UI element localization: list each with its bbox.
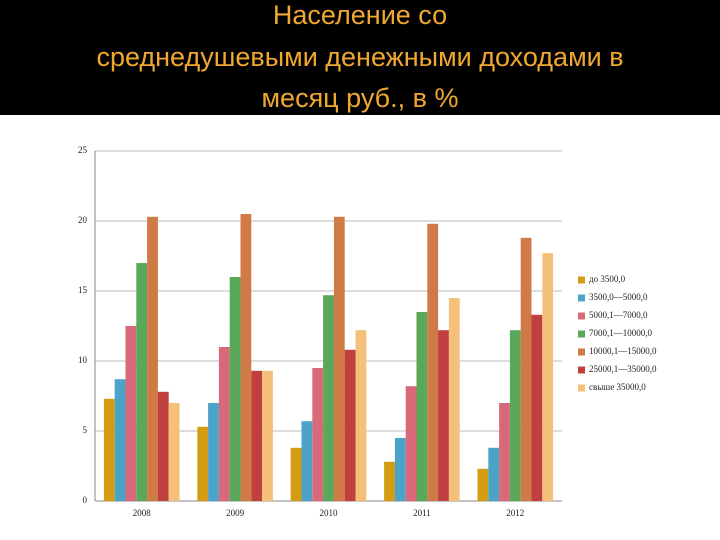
legend-swatch (578, 294, 585, 302)
bar (499, 403, 510, 501)
bar (168, 403, 180, 501)
bar (355, 330, 367, 501)
legend-label: 3500,0—5000,0 (589, 292, 648, 302)
bar (229, 277, 241, 501)
bar (438, 330, 449, 501)
legend-label: 7000,1—10000,0 (589, 328, 653, 338)
y-tick-label: 10 (78, 355, 88, 365)
chart-title: среднедушевыми денежными доходами в (96, 42, 623, 72)
legend-swatch (578, 384, 585, 392)
legend-label: свыше 35000,0 (589, 382, 646, 392)
legend-label: 5000,1—7000,0 (589, 310, 648, 320)
legend-swatch (578, 348, 585, 356)
title-band (0, 0, 720, 115)
bar (488, 447, 500, 501)
bar (509, 330, 521, 501)
bar (384, 461, 395, 501)
y-tick-label: 25 (78, 145, 88, 155)
legend-label: 25000,1—35000,0 (589, 364, 657, 374)
x-tick-label: 2008 (133, 508, 152, 518)
bar (114, 379, 126, 501)
x-tick-label: 2010 (320, 508, 339, 518)
bar (416, 312, 428, 501)
legend-swatch (578, 312, 585, 320)
x-tick-label: 2009 (226, 508, 245, 518)
x-tick-label: 2012 (506, 508, 524, 518)
legend-swatch (578, 276, 585, 284)
bar (301, 421, 313, 501)
bar (520, 237, 532, 502)
bar (290, 447, 302, 501)
y-tick-label: 0 (83, 495, 88, 505)
bar (157, 391, 169, 501)
bar (333, 216, 345, 502)
bar (394, 438, 406, 501)
legend-swatch (578, 366, 585, 374)
bar (312, 368, 324, 501)
bar (197, 426, 209, 501)
x-tick-label: 2011 (413, 508, 431, 518)
bar (448, 298, 460, 501)
y-tick-label: 20 (78, 215, 88, 225)
bar (147, 216, 158, 502)
bar (344, 349, 356, 501)
y-tick-label: 15 (78, 285, 88, 295)
legend-swatch (578, 330, 585, 338)
bar (208, 403, 219, 501)
chart-title: месяц руб., в % (261, 83, 458, 113)
y-tick-label: 5 (83, 425, 88, 435)
bar (136, 263, 148, 501)
bar (103, 398, 115, 501)
bar (323, 295, 334, 501)
chart-title: Население со (273, 0, 447, 30)
bar (251, 370, 263, 501)
legend-label: до 3500,0 (589, 274, 626, 284)
bar (218, 347, 230, 501)
bar (240, 214, 252, 501)
bar (125, 326, 137, 501)
bar (262, 370, 273, 501)
bar (531, 314, 543, 501)
legend-label: 10000,1—15000,0 (589, 346, 657, 356)
bar (405, 386, 417, 501)
bar (542, 253, 554, 501)
bar (477, 468, 489, 501)
bar (427, 223, 439, 502)
